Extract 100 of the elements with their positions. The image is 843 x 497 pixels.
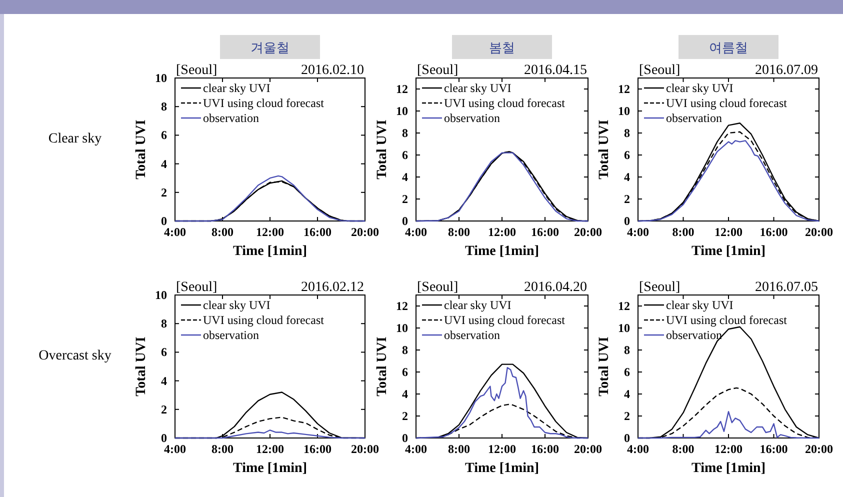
x-tick-label: 16:00 [304, 442, 332, 456]
legend-label: observation [203, 328, 259, 342]
chart-title: [Seoul] [639, 63, 680, 78]
x-tick-label: 16:00 [304, 225, 332, 239]
x-tick-label: 16:00 [531, 225, 559, 239]
x-axis-title: Time [1min] [232, 461, 308, 476]
y-tick-label: 12 [618, 299, 630, 313]
y-tick-label: 4 [161, 156, 167, 171]
x-tick-label: 8:00 [672, 442, 694, 456]
x-tick-label: 8:00 [448, 442, 470, 456]
x-tick-label: 8:00 [672, 225, 694, 239]
x-axis-title: Time [1min] [691, 244, 766, 259]
y-tick-label: 12 [396, 299, 408, 313]
y-tick-label: 6 [624, 365, 630, 379]
chart-subtitle: 2016.07.09 [755, 63, 818, 78]
legend-label: UVI using cloud forecast [203, 96, 325, 110]
x-tick-label: 12:00 [256, 442, 284, 456]
chart-title: [Seoul] [176, 280, 218, 295]
y-axis-title: Total UVI [597, 120, 612, 180]
x-tick-label: 12:00 [714, 225, 742, 239]
x-tick-label: 20:00 [574, 225, 602, 239]
x-tick-label: 12:00 [488, 225, 516, 239]
x-axis-title: Time [1min] [232, 244, 308, 259]
y-tick-label: 0 [402, 214, 408, 228]
y-axis-title: Total UVI [134, 336, 149, 396]
x-tick-label: 4:00 [627, 442, 649, 456]
x-tick-label: 4:00 [627, 225, 649, 239]
y-tick-label: 8 [402, 343, 408, 357]
y-tick-label: 8 [624, 126, 630, 140]
y-tick-label: 2 [624, 409, 630, 423]
chart-title: [Seoul] [176, 63, 218, 78]
y-tick-label: 2 [161, 402, 167, 416]
x-axis-title: Time [1min] [464, 244, 540, 259]
x-axis-title: Time [1min] [691, 461, 766, 476]
y-tick-label: 8 [161, 316, 167, 331]
x-tick-label: 20:00 [805, 225, 833, 239]
legend-label: clear sky UVI [444, 81, 512, 95]
legend-label: clear sky UVI [666, 298, 734, 312]
y-axis-title: Total UVI [375, 336, 390, 396]
y-tick-label: 0 [624, 214, 630, 228]
legend-label: UVI using cloud forecast [666, 313, 788, 327]
y-tick-label: 0 [161, 431, 167, 445]
text: Clear sky [48, 131, 102, 146]
text: 겨울철 [250, 41, 290, 56]
text: 여름철 [709, 41, 748, 56]
x-tick-label: 4:00 [405, 225, 427, 239]
y-tick-label: 10 [396, 104, 408, 118]
chart-subtitle: 2016.02.12 [301, 280, 364, 295]
y-tick-label: 10 [155, 288, 167, 302]
y-tick-label: 10 [618, 321, 630, 335]
legend-label: observation [666, 111, 722, 125]
legend-label: UVI using cloud forecast [444, 96, 566, 110]
legend-label: clear sky UVI [203, 298, 270, 312]
legend-label: UVI using cloud forecast [444, 313, 566, 327]
legend-label: observation [666, 328, 722, 342]
legend-label: observation [444, 111, 500, 125]
x-tick-label: 4:00 [164, 442, 186, 456]
x-tick-label: 12:00 [488, 442, 516, 456]
y-tick-label: 6 [402, 365, 408, 379]
text: Overcast sky [38, 348, 112, 364]
y-tick-label: 10 [396, 321, 408, 335]
x-tick-label: 8:00 [448, 225, 470, 239]
y-tick-label: 2 [402, 409, 408, 423]
y-axis-title: Total UVI [375, 120, 390, 180]
legend-label: clear sky UVI [203, 81, 270, 95]
chart-subtitle: 2016.04.20 [524, 280, 587, 295]
x-tick-label: 8:00 [212, 442, 234, 456]
y-tick-label: 0 [624, 431, 630, 445]
line-series [174, 430, 366, 439]
x-tick-label: 16:00 [760, 225, 788, 239]
chart-title: [Seoul] [639, 280, 680, 295]
legend-label: UVI using cloud forecast [666, 96, 788, 110]
y-tick-label: 2 [402, 192, 408, 206]
x-tick-label: 8:00 [212, 225, 234, 239]
y-tick-label: 6 [624, 148, 630, 162]
legend-label: clear sky UVI [444, 298, 512, 312]
x-tick-label: 20:00 [805, 442, 833, 456]
x-tick-label: 20:00 [351, 442, 379, 456]
y-tick-label: 2 [161, 185, 167, 200]
chart-subtitle: 2016.04.15 [524, 63, 587, 78]
y-tick-label: 4 [624, 170, 630, 184]
y-tick-label: 8 [161, 100, 167, 114]
chart-title: [Seoul] [417, 280, 458, 295]
chart-subtitle: 2016.07.05 [755, 280, 818, 295]
y-axis-title: Total UVI [597, 336, 612, 396]
y-tick-label: 0 [402, 431, 408, 445]
legend-label: UVI using cloud forecast [203, 313, 325, 327]
x-tick-label: 20:00 [574, 442, 602, 456]
y-tick-label: 2 [624, 192, 630, 206]
y-tick-label: 4 [402, 387, 408, 401]
chart-subtitle: 2016.02.10 [301, 63, 364, 78]
x-axis-title: Time [1min] [464, 461, 540, 476]
x-tick-label: 16:00 [760, 442, 788, 456]
x-tick-label: 12:00 [256, 225, 284, 239]
y-tick-label: 6 [161, 128, 167, 142]
y-tick-label: 10 [155, 71, 167, 85]
x-tick-label: 4:00 [405, 442, 427, 456]
text: 봄철 [489, 41, 515, 56]
y-tick-label: 8 [402, 126, 408, 140]
y-tick-label: 4 [402, 170, 408, 184]
